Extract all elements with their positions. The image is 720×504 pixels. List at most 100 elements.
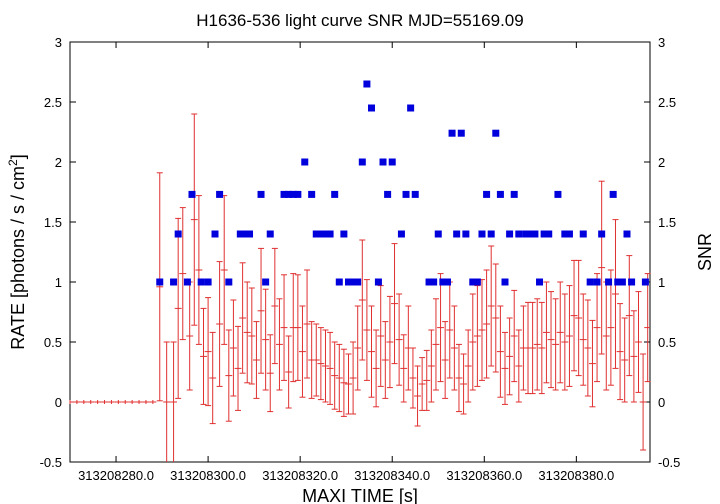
snr-point xyxy=(374,278,382,286)
y2-tick-label: 2.5 xyxy=(658,95,676,110)
snr-point xyxy=(397,230,405,238)
snr-point xyxy=(174,230,182,238)
y-tick-label: -0.5 xyxy=(40,455,62,470)
snr-point xyxy=(388,158,396,166)
snr-point xyxy=(623,230,631,238)
snr-point xyxy=(483,190,491,198)
x-axis-tick-labels: 313208280.0 313208300.0 313208320.0 3132083… xyxy=(78,468,614,483)
snr-point xyxy=(331,190,339,198)
snr-point xyxy=(425,278,433,286)
snr-series xyxy=(156,80,649,286)
plot-frame xyxy=(69,41,651,463)
x-tick-label: 313208320.0 xyxy=(262,468,338,483)
y-tick-label: 2 xyxy=(55,155,62,170)
snr-point xyxy=(349,278,357,286)
y-axis-label: RATE [photons / s / cm2] xyxy=(6,154,28,349)
y2-tick-label: 1.5 xyxy=(658,215,676,230)
y2-tick-label: -0.5 xyxy=(658,455,680,470)
snr-point xyxy=(379,158,387,166)
snr-point xyxy=(515,230,523,238)
y-tick-label: 0.5 xyxy=(44,335,62,350)
snr-point xyxy=(561,230,569,238)
snr-point xyxy=(605,278,613,286)
snr-point xyxy=(510,190,518,198)
y-axis-label-sup: 2 xyxy=(6,159,20,166)
y-axis-tick-labels: -0.5 0 0.5 1 1.5 2 2.5 3 xyxy=(40,35,62,470)
snr-point xyxy=(593,278,601,286)
snr-point xyxy=(344,278,352,286)
y-axis-label-close: ] xyxy=(8,154,28,159)
y2-tick-label: 2 xyxy=(658,155,665,170)
snr-point xyxy=(531,230,539,238)
y-tick-label: 0 xyxy=(55,395,62,410)
snr-point xyxy=(197,278,205,286)
chart-title: H1636-536 light curve SNR MJD=55169.09 xyxy=(196,11,523,30)
snr-point xyxy=(363,80,371,88)
snr-point xyxy=(183,278,191,286)
x-tick-label: 313208280.0 xyxy=(78,468,154,483)
snr-point xyxy=(439,278,447,286)
snr-point xyxy=(641,278,649,286)
y2-tick-label: 1 xyxy=(658,275,665,290)
snr-point xyxy=(501,278,509,286)
snr-point xyxy=(236,230,244,238)
snr-point xyxy=(536,278,544,286)
snr-point xyxy=(246,230,254,238)
snr-point xyxy=(496,190,504,198)
snr-point xyxy=(211,230,219,238)
snr-point xyxy=(262,278,270,286)
snr-point xyxy=(554,190,562,198)
snr-point xyxy=(430,278,438,286)
snr-point xyxy=(358,158,366,166)
y-axis-label-main: RATE [photons / s / cm xyxy=(8,166,28,350)
x-tick-label: 313208300.0 xyxy=(170,468,246,483)
snr-point xyxy=(241,230,249,238)
y-tick-label: 2.5 xyxy=(44,95,62,110)
snr-point xyxy=(216,190,224,198)
snr-point xyxy=(294,190,302,198)
snr-point xyxy=(540,230,548,238)
snr-point xyxy=(545,230,553,238)
snr-point xyxy=(473,278,481,286)
snr-point xyxy=(354,278,362,286)
snr-point xyxy=(457,129,465,137)
snr-point xyxy=(453,230,461,238)
y2-axis-label: SNR xyxy=(695,233,715,271)
snr-point xyxy=(448,129,456,137)
snr-point xyxy=(628,278,636,286)
snr-point xyxy=(434,230,442,238)
snr-point xyxy=(188,190,196,198)
snr-point xyxy=(308,190,316,198)
snr-point xyxy=(492,129,500,137)
x-tick-label: 313208380.0 xyxy=(538,468,614,483)
snr-point xyxy=(368,104,376,112)
snr-point xyxy=(586,278,594,286)
y-tick-label: 3 xyxy=(55,35,62,50)
snr-point xyxy=(462,230,470,238)
snr-point xyxy=(407,104,415,112)
snr-point xyxy=(312,230,320,238)
rate-series xyxy=(69,113,651,462)
snr-point xyxy=(280,190,288,198)
snr-point xyxy=(285,190,293,198)
snr-point xyxy=(321,230,329,238)
snr-point xyxy=(335,278,343,286)
snr-point xyxy=(526,230,534,238)
snr-point xyxy=(598,230,606,238)
y-tick-label: 1 xyxy=(55,275,62,290)
y-tick-label: 1.5 xyxy=(44,215,62,230)
y2-axis-tick-labels: -0.5 0 0.5 1 1.5 2 2.5 3 xyxy=(658,35,680,470)
snr-point xyxy=(522,230,530,238)
snr-point xyxy=(443,278,451,286)
snr-point xyxy=(565,230,573,238)
snr-point xyxy=(614,278,622,286)
snr-point xyxy=(225,278,233,286)
snr-point xyxy=(469,278,477,286)
snr-point xyxy=(156,278,164,286)
y2-tick-label: 0 xyxy=(658,395,665,410)
snr-point xyxy=(301,158,309,166)
snr-point xyxy=(411,190,419,198)
snr-point xyxy=(579,230,587,238)
snr-point xyxy=(609,190,617,198)
